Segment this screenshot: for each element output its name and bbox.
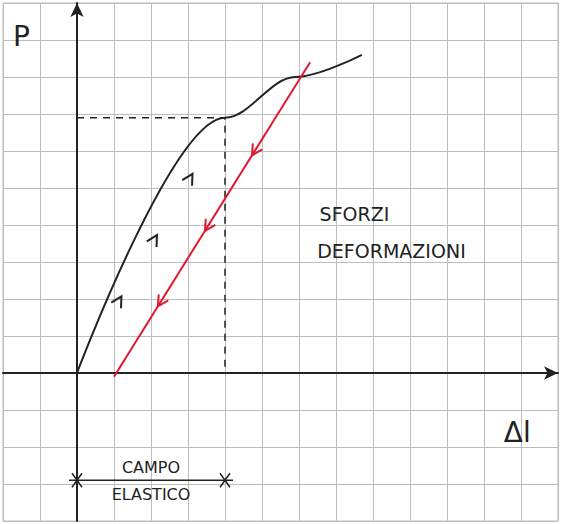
svg-text:SFORZI: SFORZI (320, 203, 390, 225)
svg-text:P: P (13, 20, 30, 53)
svg-text:Δl: Δl (504, 416, 531, 449)
svg-text:CAMPO: CAMPO (122, 458, 180, 477)
svg-text:ELASTICO: ELASTICO (112, 485, 191, 504)
svg-text:DEFORMAZIONI: DEFORMAZIONI (317, 240, 466, 262)
